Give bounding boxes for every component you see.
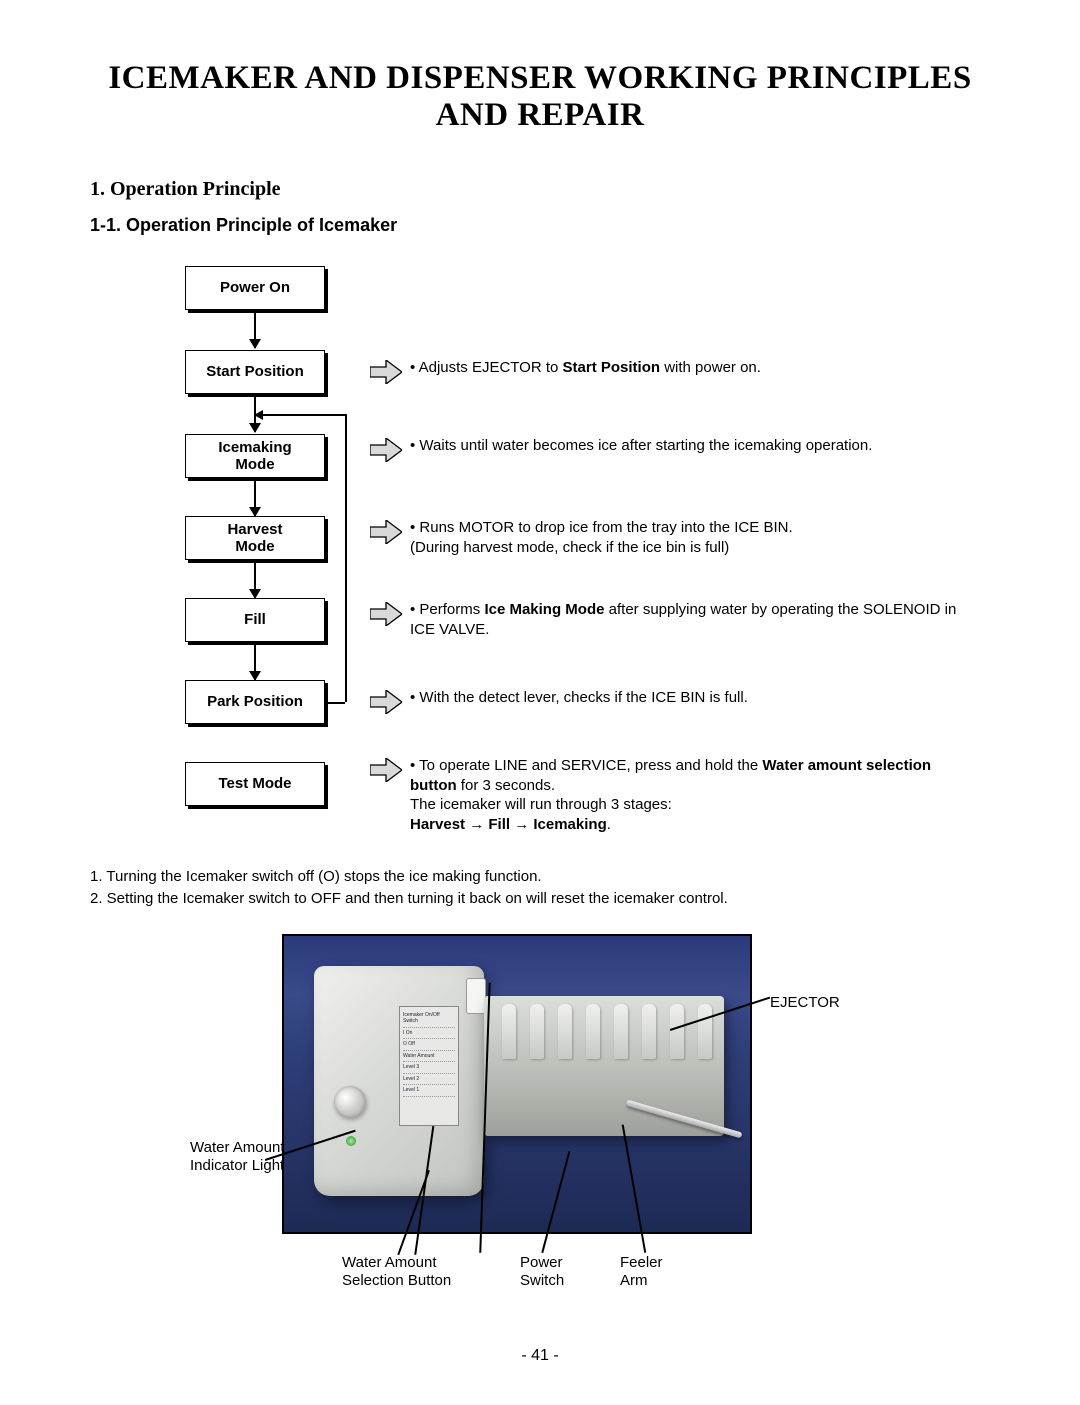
page-number: - 41 - bbox=[0, 1347, 1080, 1365]
loop-line bbox=[345, 414, 347, 702]
ejector-fin bbox=[558, 1004, 572, 1059]
note-line: 2. Setting the Icemaker switch to OFF an… bbox=[90, 888, 990, 910]
block-arrow-icon bbox=[370, 438, 402, 462]
ejector-fin bbox=[670, 1004, 684, 1059]
flow-description: • Runs MOTOR to drop ice from the tray i… bbox=[410, 518, 970, 557]
block-arrow-icon bbox=[370, 690, 402, 714]
block-arrow-icon bbox=[370, 602, 402, 626]
flow-box-test: Test Mode bbox=[185, 762, 325, 806]
icemaker-label-sticker: Icemaker On/Off SwitchI OnO OffWater Amo… bbox=[399, 1006, 459, 1126]
ejector-rack-shape bbox=[484, 996, 724, 1136]
sticker-row: Level 2 bbox=[403, 1074, 455, 1086]
sticker-row: I On bbox=[403, 1028, 455, 1040]
block-arrow-icon bbox=[370, 758, 402, 782]
page-title: ICEMAKER AND DISPENSER WORKING PRINCIPLE… bbox=[90, 60, 990, 134]
flowchart: Power On Start Position IcemakingMode Harve… bbox=[90, 266, 990, 846]
indicator-led-shape bbox=[346, 1136, 356, 1146]
flow-box-power_on: Power On bbox=[185, 266, 325, 310]
callout-wa-light: Water Amount Indicator Light bbox=[190, 1139, 284, 1177]
loop-line bbox=[325, 702, 345, 704]
callout-wa-button: Water Amount Selection Button bbox=[342, 1254, 451, 1292]
flow-box-icemaking: IcemakingMode bbox=[185, 434, 325, 478]
note-line: 1. Turning the Icemaker switch off (O) s… bbox=[90, 866, 990, 888]
block-arrow-icon bbox=[370, 360, 402, 384]
loop-line bbox=[255, 414, 345, 416]
flow-description: • Waits until water becomes ice after st… bbox=[410, 436, 970, 456]
sticker-row: Level 1 bbox=[403, 1085, 455, 1097]
subsection-heading: 1-1. Operation Principle of Icemaker bbox=[90, 215, 990, 236]
flow-arrow-down bbox=[254, 560, 256, 598]
flow-arrow-down bbox=[254, 310, 256, 348]
flow-arrow-down bbox=[254, 642, 256, 680]
flow-description: • Performs Ice Making Mode after supplyi… bbox=[410, 600, 970, 639]
ejector-fin bbox=[614, 1004, 628, 1059]
section-heading: 1. Operation Principle bbox=[90, 178, 990, 201]
photo-diagram: Icemaker On/Off SwitchI OnO OffWater Amo… bbox=[190, 934, 990, 1304]
power-switch-shape bbox=[466, 978, 486, 1014]
ejector-fin bbox=[586, 1004, 600, 1059]
ejector-fin bbox=[502, 1004, 516, 1059]
flow-arrow-down bbox=[254, 478, 256, 516]
icemaker-photo: Icemaker On/Off SwitchI OnO OffWater Amo… bbox=[282, 934, 752, 1234]
flow-box-fill: Fill bbox=[185, 598, 325, 642]
flow-box-park: Park Position bbox=[185, 680, 325, 724]
flow-box-start_pos: Start Position bbox=[185, 350, 325, 394]
knob-shape bbox=[334, 1086, 366, 1118]
sticker-row: Water Amount bbox=[403, 1051, 455, 1063]
ejector-fin bbox=[642, 1004, 656, 1059]
flow-description: • To operate LINE and SERVICE, press and… bbox=[410, 756, 970, 834]
loop-arrowhead-icon bbox=[254, 410, 263, 420]
sticker-row: Icemaker On/Off Switch bbox=[403, 1010, 455, 1028]
callout-power-switch: Power Switch bbox=[520, 1254, 564, 1292]
notes-block: 1. Turning the Icemaker switch off (O) s… bbox=[90, 866, 990, 910]
sticker-row: O Off bbox=[403, 1039, 455, 1051]
flow-box-harvest: HarvestMode bbox=[185, 516, 325, 560]
flow-description: • Adjusts EJECTOR to Start Position with… bbox=[410, 358, 970, 378]
callout-ejector: EJECTOR bbox=[770, 994, 840, 1013]
sticker-row: Level 3 bbox=[403, 1062, 455, 1074]
flow-description: • With the detect lever, checks if the I… bbox=[410, 688, 970, 708]
callout-feeler-arm: Feeler Arm bbox=[620, 1254, 663, 1292]
block-arrow-icon bbox=[370, 520, 402, 544]
ejector-fin bbox=[698, 1004, 712, 1059]
ejector-fin bbox=[530, 1004, 544, 1059]
